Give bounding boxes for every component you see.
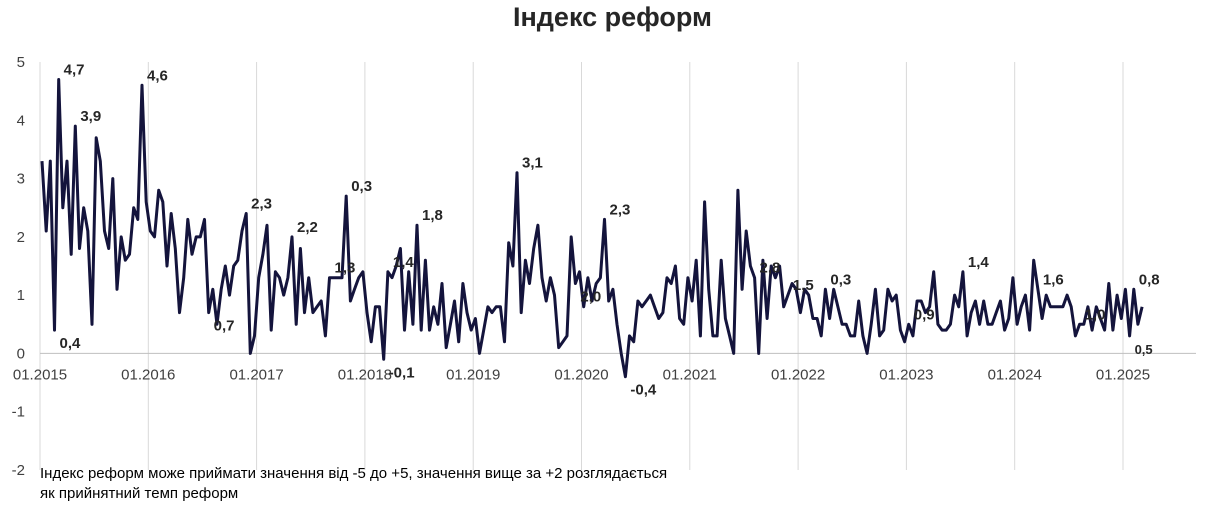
- data-label: 1,8: [422, 207, 443, 224]
- y-tick-label: 0: [17, 345, 25, 362]
- y-tick-label: -1: [12, 404, 25, 421]
- y-tick-label: 3: [17, 171, 25, 188]
- footnote-line-1: Індекс реформ може приймати значення від…: [40, 465, 668, 482]
- data-label: 2,8: [760, 260, 781, 277]
- data-label: -0,4: [630, 382, 657, 399]
- y-tick-label: 1: [17, 287, 25, 304]
- x-tick-label: 01.2015: [13, 366, 67, 383]
- data-label: 1,4: [968, 254, 990, 271]
- series-line-path: [40, 78, 1144, 379]
- x-tick-label: 01.2016: [121, 366, 175, 383]
- x-tick-label: 01.2022: [771, 366, 825, 383]
- data-label: 2,0: [580, 288, 601, 305]
- vertical-gridlines: [39, 62, 1124, 470]
- data-label: 0,5: [1135, 342, 1153, 357]
- data-labels: 4,7 0,4 3,9 4,6 0,7 2,3 2,2 1,3 0,3 1,4 -0,1 1,8 3,1…: [60, 61, 1160, 398]
- x-tick-label: 01.2023: [879, 366, 933, 383]
- footnote: Індекс реформ може приймати значення від…: [40, 464, 760, 504]
- x-tick-label: 01.2018: [338, 366, 392, 383]
- x-axis-ticks: 01.2015 01.2016 01.2017 01.2018 01.2019 01.20…: [13, 366, 1150, 383]
- series-line: [40, 78, 1144, 379]
- x-tick-label: 01.2025: [1096, 366, 1150, 383]
- data-label: 1,0: [1085, 306, 1106, 323]
- y-tick-label: -2: [12, 462, 25, 479]
- data-label: 4,6: [147, 67, 168, 84]
- footnote-line-2: як прийнятний темп реформ: [40, 485, 239, 502]
- data-label: 0,8: [1139, 271, 1160, 288]
- data-label: 2,3: [610, 201, 631, 218]
- x-tick-label: 01.2021: [663, 366, 717, 383]
- y-tick-label: 4: [17, 112, 25, 129]
- data-label: 4,7: [64, 61, 85, 78]
- data-label: 2,3: [251, 196, 272, 213]
- data-label: 1,4: [393, 254, 415, 271]
- x-tick-label: 01.2019: [446, 366, 500, 383]
- data-label: 3,1: [522, 155, 543, 172]
- y-tick-label: 5: [17, 54, 25, 71]
- y-axis-ticks: 5 4 3 2 1 0 -1 -2: [12, 54, 25, 479]
- data-label: 0,3: [351, 178, 372, 195]
- data-label: -0,1: [389, 364, 415, 381]
- data-label: 0,3: [830, 271, 851, 288]
- data-label: 0,9: [914, 306, 935, 323]
- data-label: 2,2: [297, 219, 318, 236]
- data-label: 1,6: [1043, 271, 1064, 288]
- data-label: 1,3: [335, 260, 356, 277]
- data-label: 3,9: [80, 108, 101, 125]
- data-label: 1,5: [793, 277, 814, 294]
- data-label: 0,4: [60, 335, 82, 352]
- x-tick-label: 01.2017: [229, 366, 283, 383]
- x-tick-label: 01.2020: [554, 366, 608, 383]
- x-tick-label: 01.2024: [988, 366, 1042, 383]
- chart-title: Індекс реформ: [512, 2, 713, 32]
- y-tick-label: 2: [17, 229, 25, 246]
- data-label: 0,7: [214, 318, 235, 335]
